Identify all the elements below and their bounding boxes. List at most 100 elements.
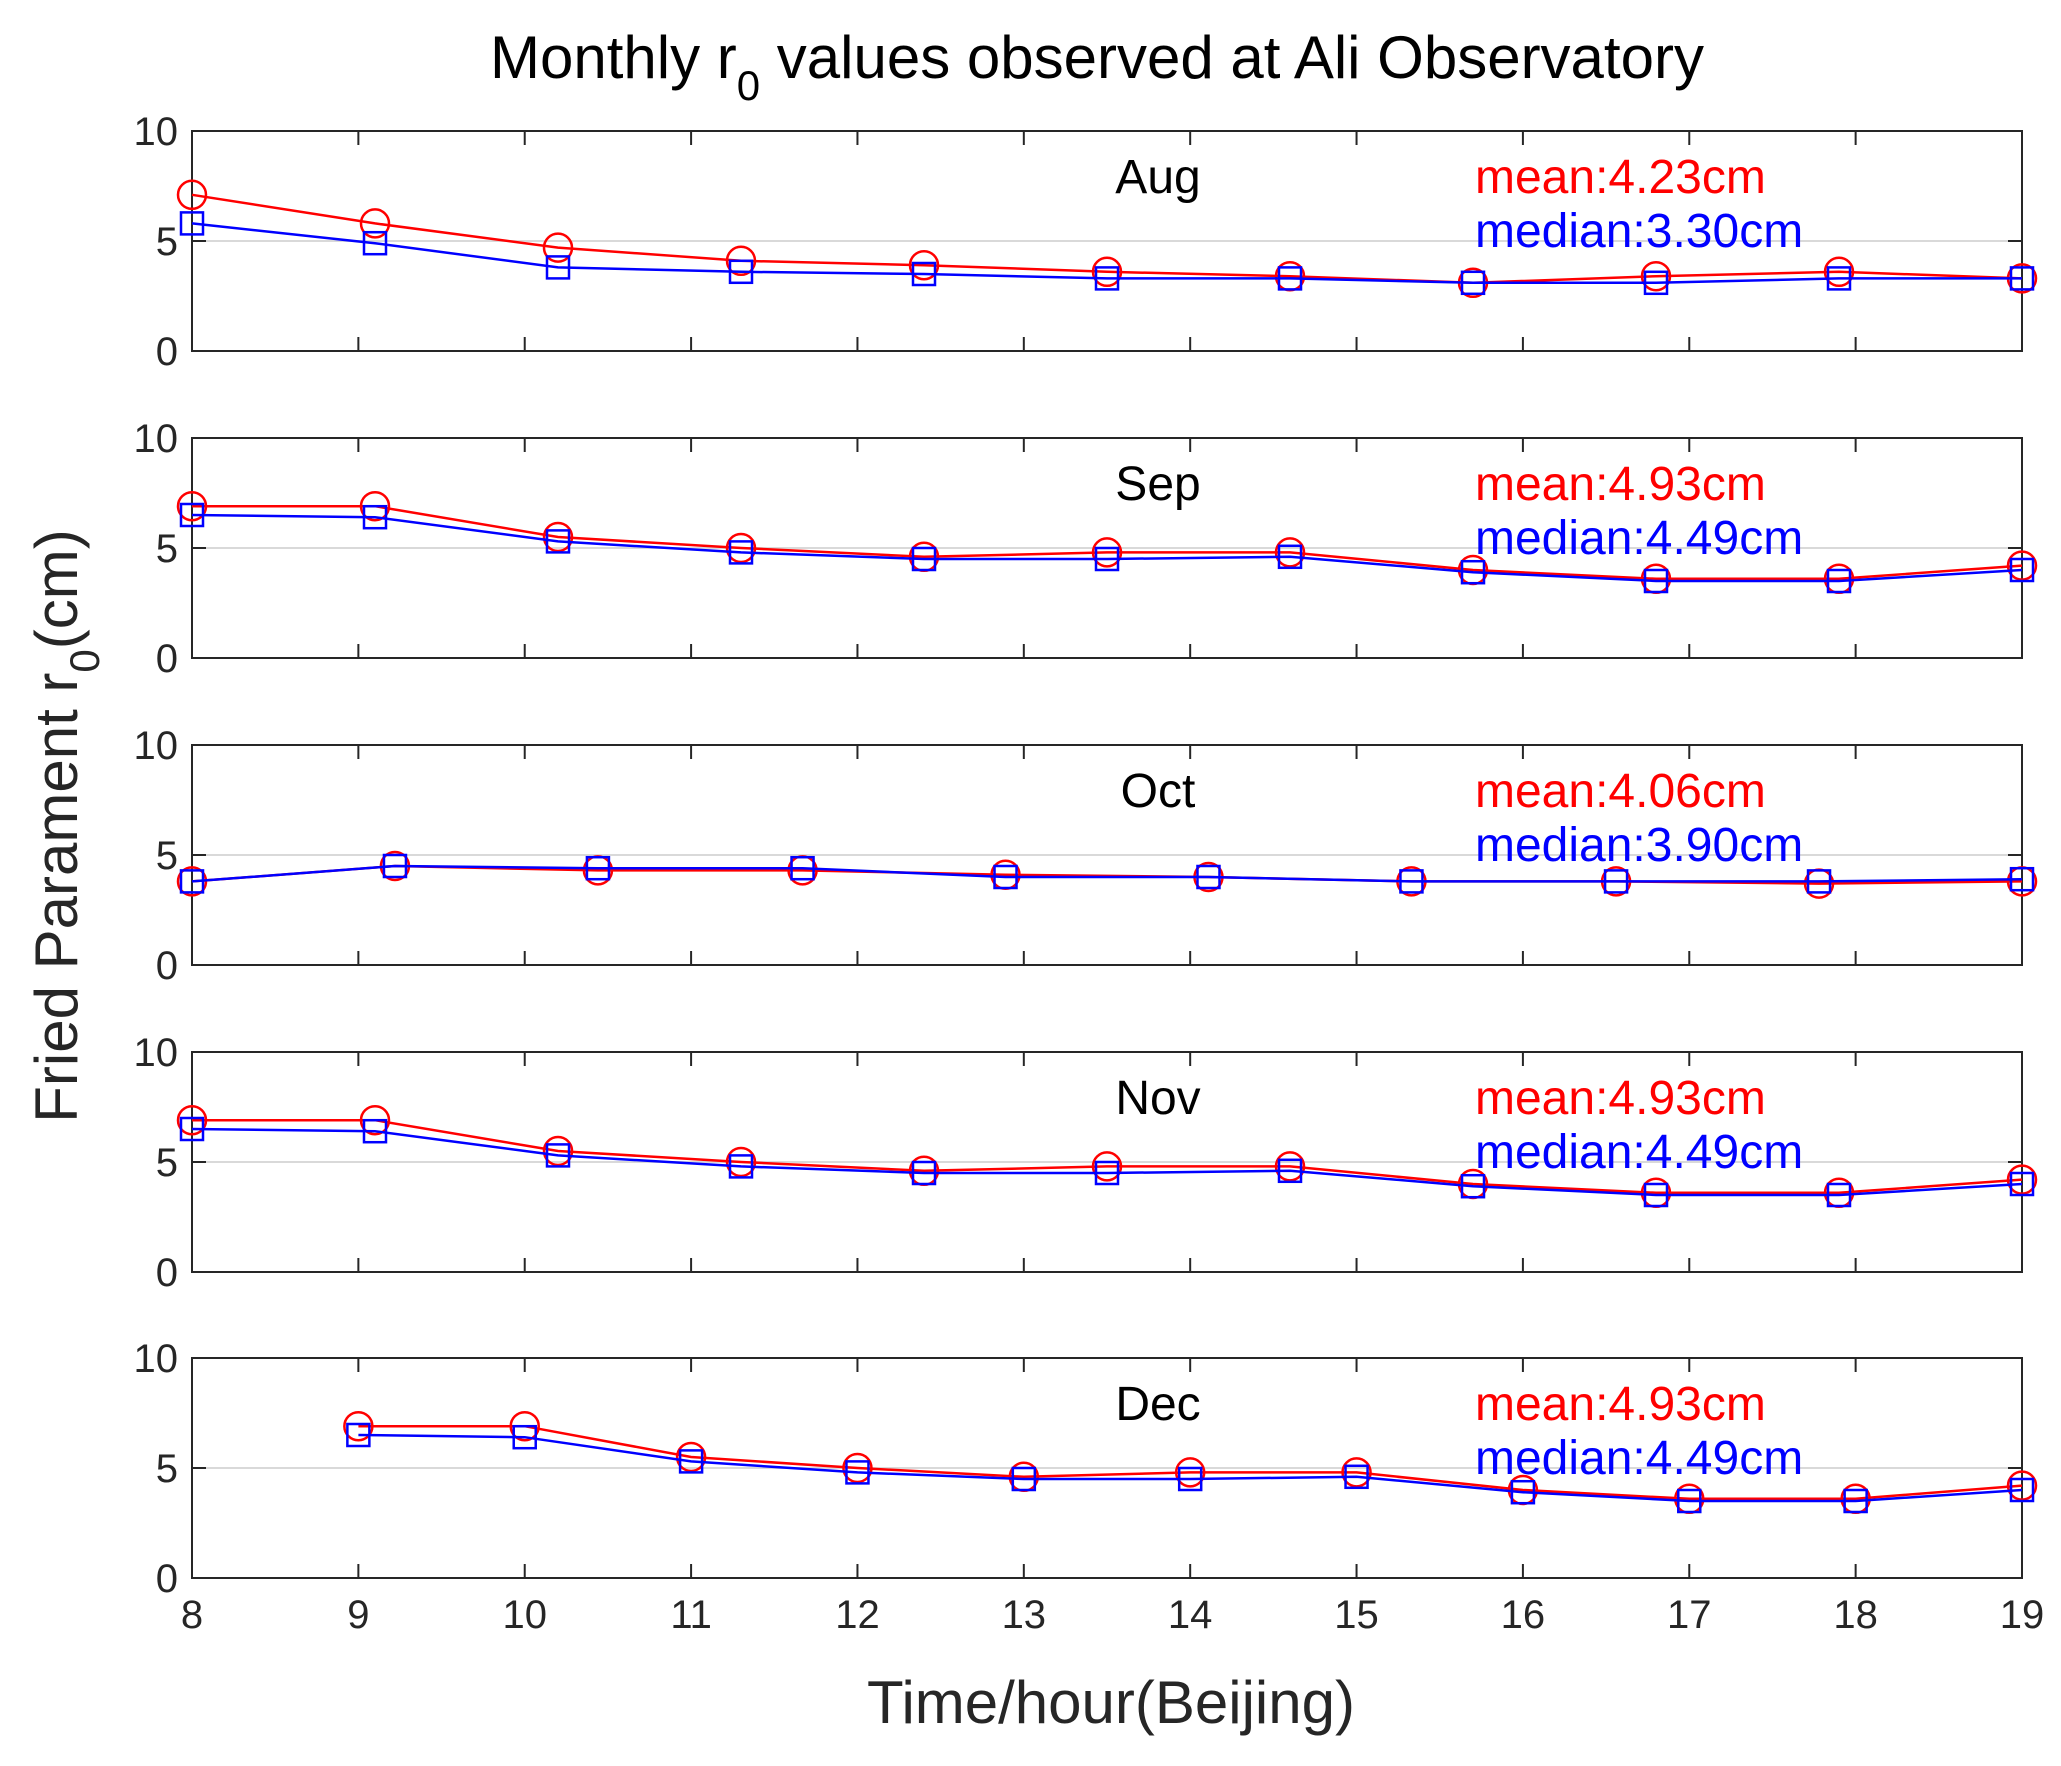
median-point xyxy=(911,1160,937,1186)
y-tick-label: 5 xyxy=(156,527,178,571)
month-label: Aug xyxy=(1115,151,1200,204)
mean-point xyxy=(908,249,940,281)
mean-point xyxy=(359,490,391,522)
y-axis-label-suffix: (cm) xyxy=(23,529,90,649)
y-axis-label-main: Fried Parament r xyxy=(23,673,90,1123)
median-point xyxy=(1460,559,1486,585)
median-point xyxy=(1826,266,1852,291)
x-tick-label: 11 xyxy=(670,1593,712,1637)
mean-point xyxy=(725,1146,757,1178)
mean-point xyxy=(176,490,208,522)
median-point xyxy=(678,1449,704,1474)
median-line xyxy=(191,513,2023,583)
x-tick-label: 13 xyxy=(1002,1593,1047,1637)
median-line xyxy=(358,1433,2023,1503)
median-point xyxy=(346,1422,371,1448)
mean-point xyxy=(725,532,757,564)
chart-title-main: Monthly r xyxy=(490,24,737,91)
mean-point xyxy=(675,1441,707,1473)
median-point xyxy=(1460,1173,1486,1199)
median-point xyxy=(362,1118,388,1144)
month-label: Sep xyxy=(1115,458,1200,511)
x-tick-label: 14 xyxy=(1168,1593,1213,1637)
median-point xyxy=(2009,1171,2035,1197)
y-tick-label: 0 xyxy=(156,1557,178,1601)
median-point xyxy=(1826,1182,1852,1208)
median-point xyxy=(1177,1466,1203,1492)
median-point xyxy=(1643,568,1669,594)
chart-title-sub: 0 xyxy=(737,62,760,109)
mean-label: mean:4.93cm xyxy=(1475,458,1766,511)
median-point xyxy=(1826,568,1852,594)
median-point xyxy=(845,1460,870,1485)
mean-line xyxy=(358,1424,2023,1501)
median-point xyxy=(2009,557,2035,583)
mean-point xyxy=(1091,256,1123,288)
mean-point xyxy=(2006,550,2038,581)
y-tick-label: 0 xyxy=(156,637,178,681)
month-label: Oct xyxy=(1121,765,1196,818)
x-tick-label: 19 xyxy=(2000,1593,2045,1637)
median-point xyxy=(993,864,1018,890)
median-point xyxy=(911,261,937,287)
y-tick-label: 10 xyxy=(134,110,179,154)
median-point xyxy=(728,540,754,565)
mean-point xyxy=(176,179,208,211)
mean-point xyxy=(725,245,757,277)
median-point xyxy=(512,1424,537,1450)
median-point xyxy=(911,546,937,572)
mean-label: mean:4.23cm xyxy=(1475,151,1766,204)
y-tick-label: 10 xyxy=(134,724,179,768)
median-label: median:4.49cm xyxy=(1475,1126,1803,1179)
y-tick-label: 5 xyxy=(156,220,178,264)
median-point xyxy=(1677,1488,1702,1514)
mean-point xyxy=(1091,537,1123,568)
median-point xyxy=(1344,1464,1369,1490)
x-tick-label: 16 xyxy=(1501,1593,1546,1637)
median-point xyxy=(362,230,388,256)
median-line xyxy=(191,222,2022,285)
y-tick-label: 10 xyxy=(134,417,179,461)
mean-label: mean:4.93cm xyxy=(1475,1378,1766,1431)
median-label: median:3.30cm xyxy=(1475,205,1803,258)
y-tick-label: 5 xyxy=(156,1447,178,1491)
mean-point xyxy=(2006,1470,2038,1501)
mean-point xyxy=(359,208,391,239)
median-point xyxy=(728,259,754,285)
mean-point xyxy=(1341,1457,1372,1488)
axes-box xyxy=(191,437,2023,659)
median-point xyxy=(1094,266,1120,291)
median-point xyxy=(1843,1488,1868,1514)
month-label: Dec xyxy=(1115,1378,1200,1431)
mean-point xyxy=(509,1410,540,1442)
median-point xyxy=(2009,266,2035,291)
x-tick-label: 10 xyxy=(502,1593,547,1637)
median-point xyxy=(585,855,611,881)
median-point xyxy=(1643,1182,1669,1208)
y-tick-label: 5 xyxy=(156,834,178,878)
median-label: median:4.49cm xyxy=(1475,1432,1803,1485)
mean-line xyxy=(192,504,2023,581)
y-tick-label: 0 xyxy=(156,330,178,374)
median-point xyxy=(728,1154,754,1179)
median-point xyxy=(1510,1479,1536,1505)
median-point xyxy=(1196,864,1221,890)
y-tick-label: 10 xyxy=(134,1031,179,1075)
median-point xyxy=(1011,1466,1037,1492)
mean-label: mean:4.06cm xyxy=(1475,765,1766,818)
mean-point xyxy=(343,1410,374,1442)
median-point xyxy=(1094,1160,1120,1186)
x-axis-label: Time/hour(Beijing) xyxy=(867,1669,1355,1736)
month-label: Nov xyxy=(1115,1072,1200,1125)
y-tick-label: 0 xyxy=(156,1251,178,1295)
mean-point xyxy=(842,1452,873,1484)
mean-point xyxy=(176,1104,208,1136)
mean-point xyxy=(542,232,574,263)
median-point xyxy=(2009,866,2035,892)
y-axis-label-sub: 0 xyxy=(61,649,108,672)
